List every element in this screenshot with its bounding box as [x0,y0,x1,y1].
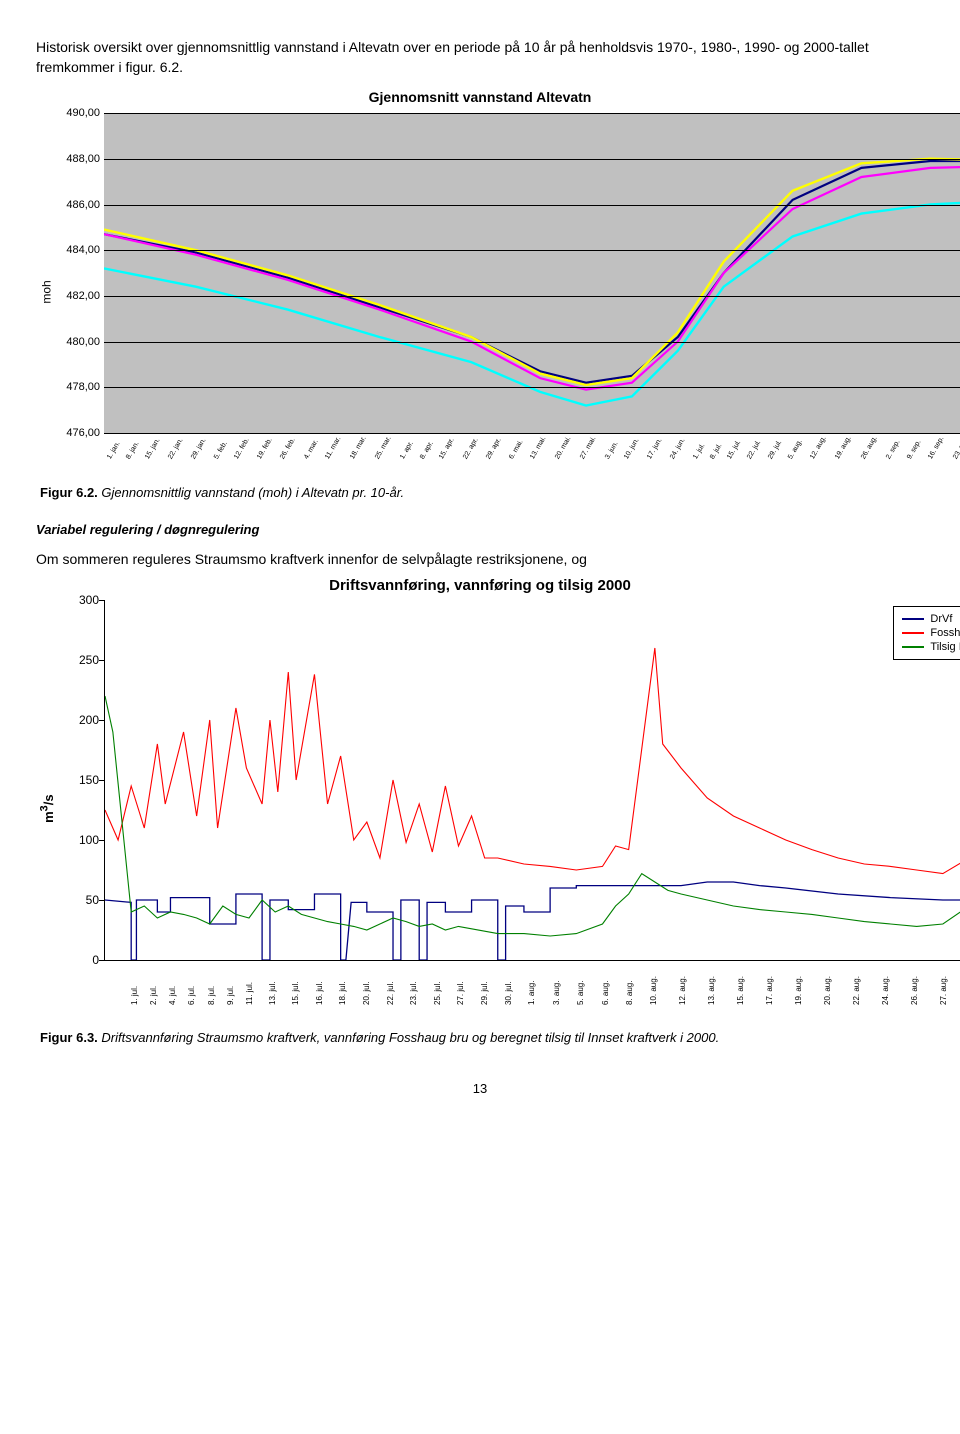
chart1: moh 490,00488,00486,00484,00482,00480,00… [36,113,924,471]
legend-label: DrVf [930,613,952,625]
chart1-ytick: 482,00 [58,290,100,302]
chart2: m3/s DrVfFosshaug bruTilsig Innset krv 3… [36,600,924,1017]
chart1-series-line [104,159,960,385]
chart2-xtick: 27. aug. [939,976,960,1005]
chart2-ytick: 0 [63,953,99,967]
chart2-legend: DrVf Fosshaug bru Tilsig Innset krv [893,606,960,660]
chart2-series-line [105,648,960,878]
chart1-ytick: 486,00 [58,199,100,211]
legend-item: Fosshaug bru [902,627,960,639]
legend-label: Tilsig Innset krv [930,641,960,653]
body-paragraph: Om sommeren reguleres Straumsmo kraftver… [36,551,924,567]
chart2-title: Driftsvannføring, vannføring og tilsig 2… [36,577,924,594]
chart2-ytick: 250 [63,653,99,667]
chart2-series-line [105,882,960,960]
chart1-series-line [104,161,960,383]
legend-item: Tilsig Innset krv [902,641,960,653]
legend-swatch [902,646,924,648]
section-heading: Variabel regulering / døgnregulering [36,522,924,537]
legend-label: Fosshaug bru [930,627,960,639]
legend-swatch [902,618,924,620]
chart1-ytick: 478,00 [58,381,100,393]
chart2-ytick: 50 [63,893,99,907]
chart1-series-line [104,166,960,390]
chart2-series-line [105,696,960,936]
figure-6-3-caption: Figur 6.3. Driftsvannføring Straumsmo kr… [36,1029,924,1047]
chart2-ytick: 100 [63,833,99,847]
chart1-ytick: 484,00 [58,244,100,256]
chart2-ytick: 300 [63,593,99,607]
chart2-ytick: 200 [63,713,99,727]
chart1-ytick: 490,00 [58,107,100,119]
chart1-ytick: 488,00 [58,153,100,165]
legend-swatch [902,632,924,634]
chart1-ytick: 480,00 [58,336,100,348]
chart2-ylabel: m3/s [36,600,58,1017]
figure-6-2-caption: Figur 6.2. Gjennomsnittlig vannstand (mo… [40,485,924,500]
legend-item: DrVf [902,613,960,625]
chart2-ytick: 150 [63,773,99,787]
chart1-title: Gjennomsnitt vannstand Altevatn [36,89,924,105]
chart1-ytick: 476,00 [58,427,100,439]
intro-paragraph: Historisk oversikt over gjennomsnittlig … [36,38,924,77]
chart1-ylabel: moh [36,113,58,471]
page-number: 13 [36,1081,924,1096]
